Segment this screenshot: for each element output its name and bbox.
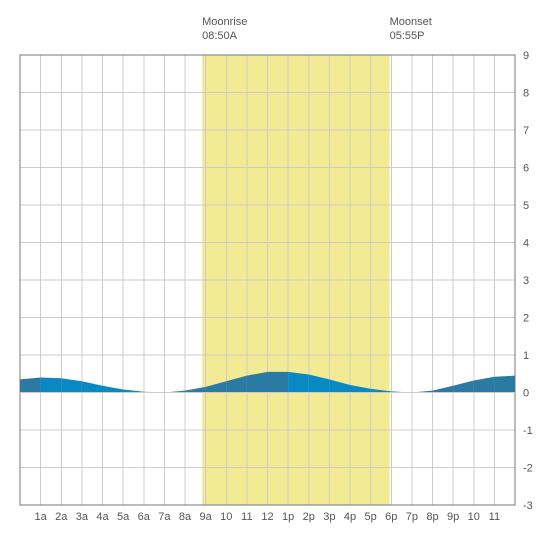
svg-text:6p: 6p bbox=[385, 511, 397, 523]
svg-text:-2: -2 bbox=[523, 463, 533, 475]
svg-text:4: 4 bbox=[523, 238, 529, 250]
tide-area bbox=[20, 372, 515, 393]
svg-text:-3: -3 bbox=[523, 500, 533, 512]
svg-text:3: 3 bbox=[523, 275, 529, 287]
moonrise-label: Moonrise bbox=[202, 16, 247, 28]
svg-text:4a: 4a bbox=[96, 511, 109, 523]
svg-text:4p: 4p bbox=[344, 511, 356, 523]
moonset-time: 05:55P bbox=[390, 30, 425, 42]
svg-text:10: 10 bbox=[220, 511, 232, 523]
svg-text:9p: 9p bbox=[447, 511, 459, 523]
svg-text:7p: 7p bbox=[406, 511, 418, 523]
svg-text:5p: 5p bbox=[365, 511, 377, 523]
svg-text:9a: 9a bbox=[200, 511, 213, 523]
svg-text:8a: 8a bbox=[179, 511, 192, 523]
x-axis-labels: 1a 2a 3a 4a 5a 6a 7a 8a 9a 10 11 12 1p 2p 3p 4p 5p 6p 7p 8p… bbox=[35, 511, 501, 523]
svg-text:3p: 3p bbox=[323, 511, 335, 523]
svg-text:10: 10 bbox=[468, 511, 480, 523]
svg-text:5: 5 bbox=[523, 200, 529, 212]
svg-text:11: 11 bbox=[241, 511, 252, 523]
svg-text:3a: 3a bbox=[76, 511, 89, 523]
svg-text:0: 0 bbox=[523, 388, 529, 400]
svg-text:2: 2 bbox=[523, 313, 529, 325]
chart-svg: 1a2a3a4a5a6a7a8a9a1011121p2p3p4p5p6p7p8p… bbox=[0, 0, 550, 550]
svg-text:2a: 2a bbox=[55, 511, 68, 523]
svg-text:-1: -1 bbox=[523, 425, 533, 437]
grid bbox=[20, 55, 515, 505]
moonset-label: Moonset bbox=[390, 16, 432, 28]
svg-text:2p: 2p bbox=[303, 511, 315, 523]
svg-text:5a: 5a bbox=[117, 511, 130, 523]
tide-chart: 1a2a3a4a5a6a7a8a9a1011121p2p3p4p5p6p7p8p… bbox=[0, 0, 550, 550]
moonrise-time: 08:50A bbox=[202, 30, 238, 42]
svg-text:7: 7 bbox=[523, 125, 529, 137]
svg-text:7a: 7a bbox=[158, 511, 171, 523]
y-axis-labels: -3 -2 -1 0 1 2 3 4 5 6 7 8 9 bbox=[523, 50, 533, 512]
svg-text:12: 12 bbox=[261, 511, 273, 523]
svg-text:1a: 1a bbox=[35, 511, 48, 523]
svg-text:1p: 1p bbox=[282, 511, 294, 523]
svg-text:9: 9 bbox=[523, 50, 529, 62]
svg-text:11: 11 bbox=[489, 511, 500, 523]
svg-text:8p: 8p bbox=[426, 511, 438, 523]
svg-text:6: 6 bbox=[523, 163, 529, 175]
svg-text:1: 1 bbox=[523, 350, 529, 362]
svg-text:6a: 6a bbox=[138, 511, 151, 523]
svg-text:8: 8 bbox=[523, 88, 529, 100]
